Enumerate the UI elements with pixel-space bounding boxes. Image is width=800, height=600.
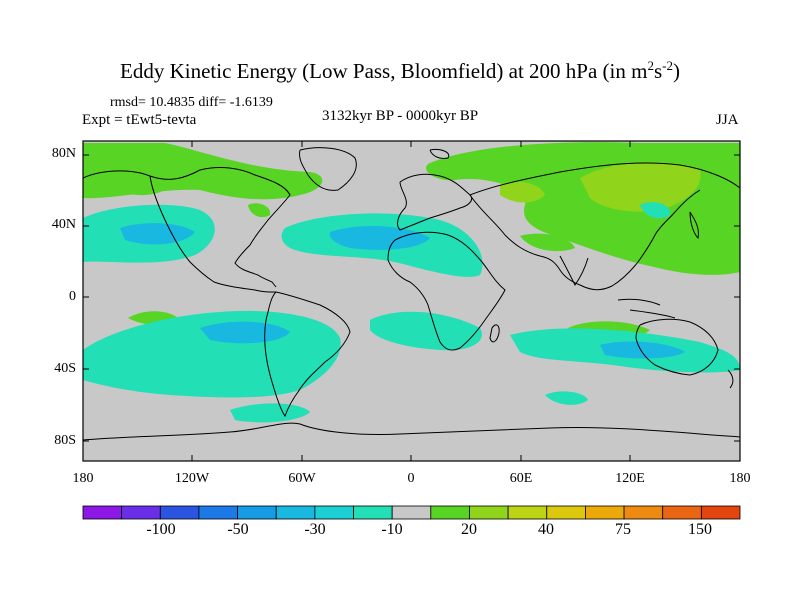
colorbar-swatch — [546, 505, 586, 520]
lat-label-40s: 40S — [54, 361, 76, 376]
coastline-europe — [397, 173, 473, 231]
colorbar-label: 75 — [615, 521, 631, 538]
lat-label-40n: 40N — [51, 217, 76, 232]
negative-anomaly-region-south-atlantic — [370, 311, 482, 351]
colorbar-swatch — [237, 505, 277, 520]
colorbar-label: 40 — [538, 521, 554, 538]
colorbar-swatch — [198, 505, 238, 520]
colorbar-label: -100 — [146, 521, 176, 538]
colorbar-swatch — [314, 505, 354, 520]
coastline-indonesia — [617, 298, 676, 319]
coastline-asia — [469, 162, 740, 291]
colorbar-label: -30 — [304, 521, 326, 538]
coastlines — [83, 147, 740, 441]
colorbar-swatch — [507, 505, 548, 520]
positive-strong-region-siberia — [580, 162, 701, 212]
lon-label-180e: 180 — [729, 471, 751, 486]
positive-anomaly-region-arabia — [520, 233, 575, 252]
period-label: 3132kyr BP - 0000kyr BP — [321, 108, 479, 124]
positive-anomaly-region-great-lakes — [248, 203, 271, 218]
colorbar-label: -10 — [381, 521, 403, 538]
colorbar-swatch — [275, 505, 316, 520]
colorbar-swatch — [391, 505, 432, 520]
lon-label-0: 0 — [407, 471, 415, 486]
colorbar-label: 150 — [688, 521, 712, 538]
axis-ticks — [83, 141, 740, 461]
positive-strong-region-north-atlantic — [500, 181, 545, 203]
colorbar-swatch — [700, 505, 741, 520]
colorbar — [82, 505, 741, 520]
coastline-australia — [635, 318, 719, 376]
negative-strong-region-south-pacific — [200, 321, 290, 344]
coastline-svalbard — [429, 149, 450, 159]
negative-strong-region-south-indian — [600, 341, 685, 359]
colorbar-swatch — [121, 505, 161, 520]
coastline-madagascar — [489, 324, 500, 343]
plot-title: Eddy Kinetic Energy (Low Pass, Bloomfiel… — [120, 58, 680, 83]
negative-strong-region-north-atlantic — [329, 226, 430, 250]
colorbar-label: -50 — [227, 521, 249, 538]
coastline-japan — [689, 211, 699, 240]
lon-label-60e: 60E — [509, 471, 533, 486]
colorbar-swatch — [159, 505, 200, 520]
lat-label-0: 0 — [69, 289, 76, 304]
lon-label-180w: 180 — [72, 471, 94, 486]
colorbar-swatch — [353, 505, 393, 520]
lat-label-80s: 80S — [54, 433, 76, 448]
coastline-antarctica — [83, 422, 740, 441]
colorbar-swatch — [623, 505, 664, 520]
lon-label-120e: 120E — [615, 471, 645, 486]
coastline-africa — [387, 231, 506, 351]
coastline-new-zealand — [727, 369, 734, 389]
negative-anomaly-region-southern-indian-tip — [545, 391, 588, 405]
colorbar-label: 20 — [461, 521, 477, 538]
coastline-greenland — [299, 147, 357, 191]
negative-anomaly-region-east-asia — [640, 202, 671, 219]
lon-label-120w: 120W — [174, 471, 210, 486]
colorbar-swatch — [585, 505, 625, 520]
coastline-west-north-america — [149, 175, 277, 293]
colorbar-swatch — [430, 505, 470, 520]
coastline-india — [559, 255, 589, 286]
negative-anomaly-region-southern-ocean — [230, 403, 310, 423]
rmsd-diff-text: rmsd= 10.4835 diff= -1.6139 — [110, 95, 273, 110]
negative-strong-region-north-pacific — [120, 223, 195, 245]
coastline-south-america — [264, 291, 351, 418]
lat-label-80n: 80N — [51, 146, 76, 161]
colorbar-swatch — [662, 505, 702, 520]
colorbar-swatch — [82, 505, 123, 520]
experiment-label: Expt = tEwt5-tevta — [82, 112, 197, 128]
colorbar-swatch — [469, 505, 509, 520]
lon-label-60w: 60W — [288, 471, 316, 486]
season-label: JJA — [716, 112, 739, 128]
coastline-north-america — [83, 167, 291, 288]
anomaly-fields — [83, 142, 740, 423]
